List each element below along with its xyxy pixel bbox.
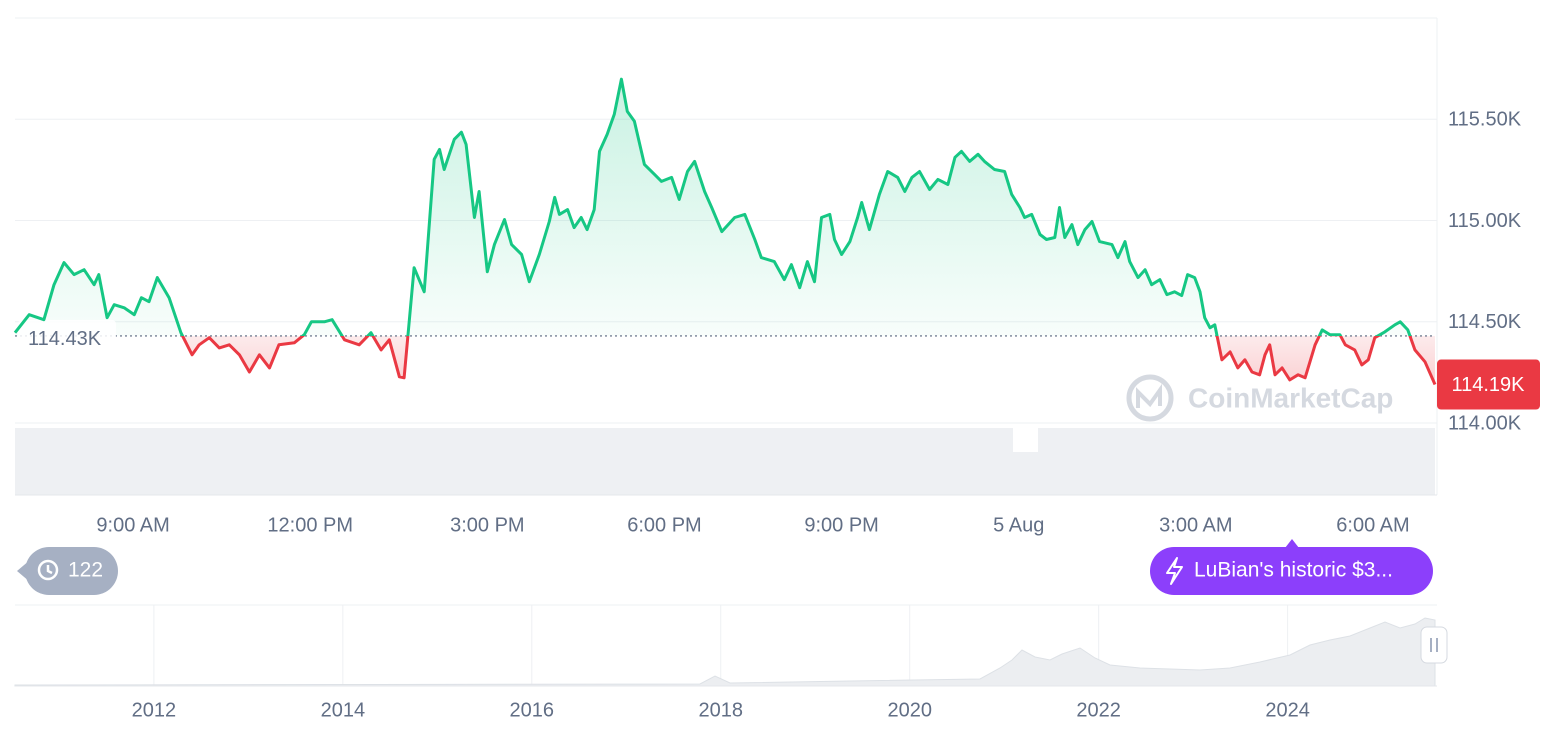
x-tick-label: 2012 [132, 699, 177, 721]
y-tick-label: 114.50K [1448, 311, 1522, 333]
navigator-handle[interactable] [1420, 626, 1448, 664]
lightning-icon [1166, 557, 1183, 585]
watermark: CoinMarketCap [1126, 374, 1393, 422]
news-pill[interactable]: LuBian's historic $3... [1150, 539, 1433, 595]
x-tick-label: 2014 [321, 699, 366, 721]
history-badge[interactable]: 122 [17, 547, 118, 595]
news-headline: LuBian's historic $3... [1194, 559, 1393, 582]
x-tick-label: 2018 [698, 699, 743, 721]
x-tick-label: 3:00 PM [450, 514, 524, 536]
y-tick-label: 115.00K [1448, 210, 1522, 232]
x-tick-label: 12:00 PM [267, 514, 353, 536]
area-fill [15, 79, 1435, 385]
history-count: 122 [68, 559, 103, 582]
watermark-logo-mark [1136, 383, 1162, 408]
x-tick-label: 6:00 AM [1336, 514, 1409, 536]
history-icon [37, 559, 59, 581]
price-line [13, 77, 1437, 386]
x-tick-label: 3:00 AM [1159, 514, 1232, 536]
baseline-label-bg [18, 319, 116, 350]
baseline-label: 114.43K [28, 328, 102, 350]
x-tick-label: 5 Aug [993, 514, 1044, 536]
handle-box [1420, 626, 1448, 664]
news-pointer [1285, 539, 1299, 548]
main-plot: 114.00K 114.50K 115.00K 115.50K 9:00 AM 12:00… [13, 77, 1540, 536]
navigator-silhouette [14, 617, 1436, 687]
history-icon-hands [46, 565, 53, 575]
navigator: 2012 2014 2016 2018 2020 2022 2024 [132, 605, 1310, 721]
x-tick-label: 6:00 PM [627, 514, 701, 536]
x-tick-label: 2016 [510, 699, 555, 721]
news-bg [1150, 547, 1433, 595]
x-tick-label: 2024 [1265, 699, 1310, 721]
x-tick-label: 9:00 AM [96, 514, 169, 536]
current-price-tag [1437, 359, 1540, 410]
volume-gap [1013, 428, 1038, 452]
watermark-text: CoinMarketCap [1188, 382, 1393, 413]
y-tick-label: 115.50K [1448, 109, 1522, 131]
volume-band [15, 428, 1435, 495]
x-tick-label: 2020 [887, 699, 932, 721]
watermark-logo [1126, 374, 1174, 422]
x-tick-label: 2022 [1076, 699, 1121, 721]
badge-bg [25, 547, 118, 595]
y-tick-label: 114.00K [1448, 412, 1522, 434]
current-price-label: 114.19K [1451, 374, 1525, 396]
x-tick-label: 9:00 PM [804, 514, 878, 536]
